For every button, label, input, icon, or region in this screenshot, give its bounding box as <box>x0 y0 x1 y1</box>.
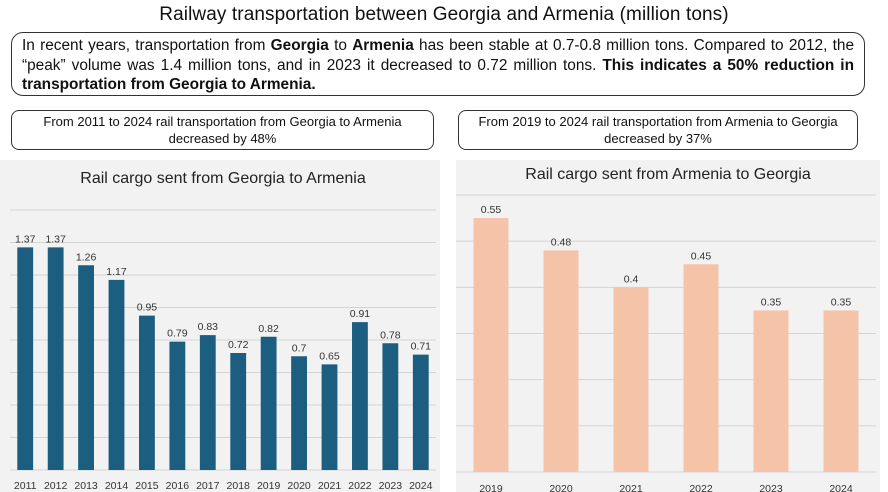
summary-georgia: Georgia <box>270 37 329 54</box>
bar <box>823 310 859 472</box>
bar <box>412 354 429 470</box>
data-label: 1.37 <box>45 233 66 245</box>
chart-armenia-to-georgia: Rail cargo sent from Armenia to Georgia … <box>456 166 876 492</box>
x-tick-label: 2011 <box>14 480 37 492</box>
bar <box>47 247 64 470</box>
data-label: 0.78 <box>380 329 401 341</box>
bar <box>291 356 307 470</box>
data-label: 0.79 <box>167 328 188 340</box>
x-tick-label: 2022 <box>689 483 713 492</box>
bar <box>613 287 649 472</box>
x-tick-label: 2022 <box>348 480 372 492</box>
summary-text-1: In recent years, transportation from <box>22 37 271 54</box>
bar <box>543 250 579 472</box>
note-left: From 2011 to 2024 rail transportation fr… <box>11 110 434 150</box>
data-label: 0.72 <box>228 339 249 351</box>
x-tick-label: 2024 <box>829 483 853 492</box>
summary-conclusion: This indicates a 50% reduction in transp… <box>22 56 854 94</box>
data-label: 0.82 <box>258 323 279 335</box>
data-label: 0.7 <box>292 342 307 354</box>
x-tick-label: 2015 <box>135 480 159 492</box>
page-title: Railway transportation between Georgia a… <box>159 4 729 25</box>
data-label: 1.17 <box>106 266 127 278</box>
data-label: 0.71 <box>411 341 432 353</box>
data-label: 0.91 <box>350 308 371 320</box>
x-tick-label: 2012 <box>44 480 68 492</box>
x-tick-label: 2018 <box>227 480 251 492</box>
data-label: 1.37 <box>15 233 36 245</box>
bar <box>17 247 34 470</box>
x-tick-label: 2014 <box>105 480 129 492</box>
data-label: 0.65 <box>319 350 340 362</box>
bar <box>352 322 368 470</box>
x-tick-label: 2016 <box>166 480 190 492</box>
bar <box>321 364 338 470</box>
data-label: 1.26 <box>76 251 97 263</box>
bar <box>683 264 719 472</box>
bar <box>139 315 155 470</box>
bar <box>382 343 399 470</box>
bar <box>169 341 186 470</box>
data-label: 0.83 <box>198 321 219 333</box>
chart-title: Rail cargo sent from Armenia to Georgia <box>525 166 811 183</box>
x-tick-label: 2020 <box>549 483 573 492</box>
x-tick-label: 2017 <box>196 480 220 492</box>
summary-armenia: Armenia <box>352 37 414 54</box>
x-tick-label: 2023 <box>379 480 403 492</box>
data-label: 0.95 <box>137 302 158 314</box>
bar <box>753 310 789 472</box>
x-tick-label: 2021 <box>318 480 342 492</box>
chart-panel-georgia-to-armenia: Rail cargo sent from Georgia to Armenia … <box>0 160 440 492</box>
data-label: 0.55 <box>481 204 502 216</box>
bar <box>260 336 277 470</box>
chart-title: Rail cargo sent from Georgia to Armenia <box>80 170 366 187</box>
data-label: 0.48 <box>551 236 572 248</box>
bar <box>473 218 509 472</box>
summary-box: In recent years, transportation from Geo… <box>11 32 865 96</box>
summary-text-2: to <box>328 37 353 54</box>
data-label: 0.45 <box>691 250 712 262</box>
x-tick-label: 2013 <box>74 480 98 492</box>
bar <box>230 353 247 470</box>
x-tick-label: 2024 <box>409 480 433 492</box>
note-right: From 2019 to 2024 rail transportation fr… <box>458 110 858 150</box>
bar <box>108 279 125 470</box>
chart-panel-armenia-to-georgia: Rail cargo sent from Armenia to Georgia … <box>456 160 880 492</box>
x-tick-label: 2021 <box>619 483 643 492</box>
bar <box>78 265 94 470</box>
summary-text-3: has been stable at 0.7-0.8 million tons.… <box>22 37 854 74</box>
data-label: 0.35 <box>831 296 852 308</box>
x-tick-label: 2019 <box>257 480 281 492</box>
x-tick-label: 2023 <box>759 483 783 492</box>
chart-georgia-to-armenia: Rail cargo sent from Georgia to Armenia … <box>10 170 436 492</box>
x-tick-label: 2019 <box>479 483 503 492</box>
data-label: 0.4 <box>624 273 639 285</box>
x-tick-label: 2020 <box>287 480 311 492</box>
bar <box>199 335 216 470</box>
data-label: 0.35 <box>761 296 782 308</box>
